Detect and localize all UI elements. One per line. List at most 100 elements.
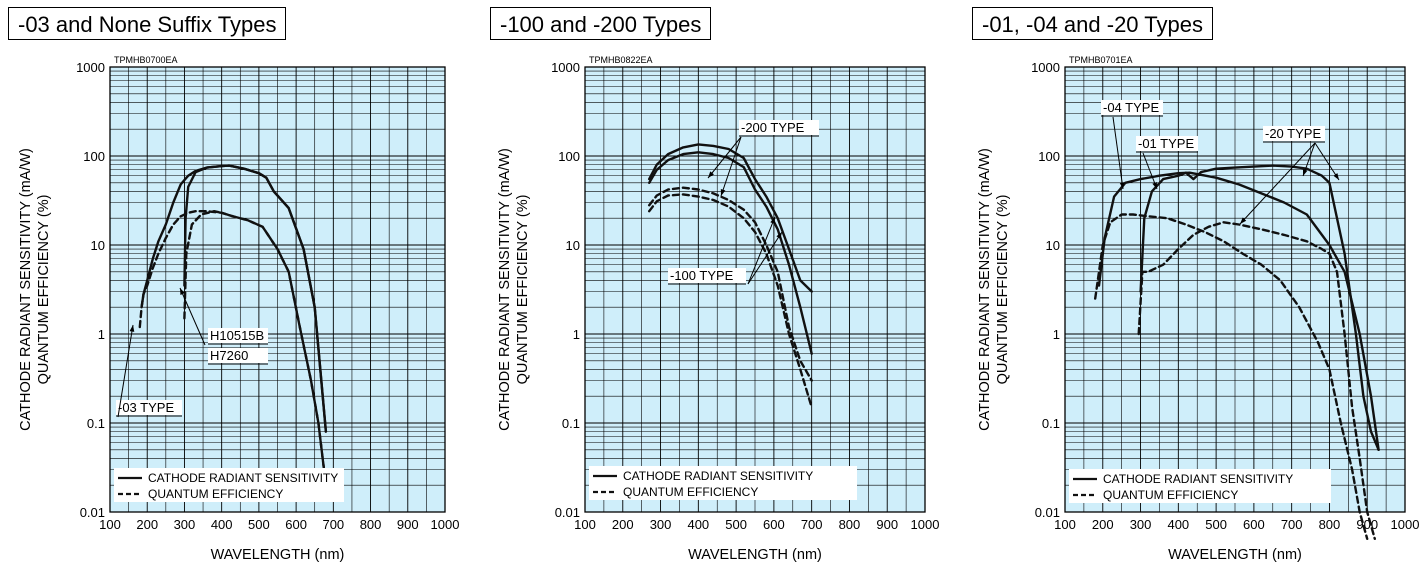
x-tick-label: 800 [1319,517,1341,532]
arrow-head [1152,182,1157,189]
x-axis-label: WAVELENGTH (nm) [1168,547,1302,562]
radiant-sensitivity-curve [183,164,328,433]
x-tick-label: 900 [876,517,898,532]
plot-border [584,66,926,513]
y-tick-label: 0.1 [87,416,105,431]
x-tick-label: 800 [360,517,382,532]
arrow-head [1302,169,1308,176]
annotation-box [208,348,268,363]
legend-box [1069,469,1331,503]
annotation-box [1263,126,1325,141]
x-tick-label: 300 [1130,517,1152,532]
y-tick-label: 1 [1053,327,1060,342]
leader-line [720,136,742,197]
y-tick-label: 1 [98,327,105,342]
curve-annotation: -01 TYPE [1138,136,1194,151]
x-tick-label: 500 [1205,517,1227,532]
plot-border [1064,66,1406,513]
curve-annotation: -200 TYPE [741,120,805,135]
arrow-head [180,288,185,295]
plot-border [109,66,446,513]
leader-line [117,324,134,418]
arrow-head [129,325,135,332]
leader-line [1239,142,1316,225]
leader-line [1314,142,1340,181]
radiant-sensitivity-curve [1139,164,1380,451]
leader-line [179,287,206,346]
legend-label: QUANTUM EFFICIENCY [623,485,758,499]
y-tick-label: 100 [558,149,580,164]
arrow-head [776,232,782,239]
y-tick-label: 0.01 [1035,505,1060,520]
quantum-efficiency-curve [183,210,328,498]
curve-annotation: -04 TYPE [1103,100,1159,115]
x-tick-label: 100 [1054,517,1076,532]
curve-annotation: -100 TYPE [670,268,734,283]
y-tick-label: 10 [1046,238,1060,253]
panel-title: -100 and -200 Types [490,7,712,40]
panel-01-04-20: -01, -04 and -20 Types TPMHB0701EA 100 200… [965,0,1426,562]
y-tick-label: 10 [566,238,580,253]
x-tick-label: 600 [1243,517,1265,532]
y-tick-label: 0.1 [562,416,580,431]
annotation-box [116,400,182,415]
figure-code: TPMHB0701EA [1069,55,1133,65]
legend-label: QUANTUM EFFICIENCY [148,487,283,501]
y-axis-label-secondary: QUANTUM EFFICIENCY (%) [36,195,52,385]
x-tick-label: 100 [99,517,121,532]
quantum-efficiency-curve [1094,213,1369,540]
grid [1065,67,1405,512]
curve-annotation: -03 TYPE [118,400,174,415]
quantum-efficiency-curve [1137,221,1376,540]
radiant-sensitivity-curve [648,143,813,293]
arrow-head [720,189,726,196]
x-tick-label: 700 [1281,517,1303,532]
arrow-head [1240,217,1247,224]
legend-label: CATHODE RADIANT SENSITIVITY [1103,472,1293,486]
leader-line [747,231,783,285]
y-tick-label: 10 [91,238,105,253]
annotation-box [208,328,268,343]
x-tick-label: 400 [211,517,233,532]
x-tick-label: 200 [1092,517,1114,532]
x-tick-label: 400 [1167,517,1189,532]
y-tick-label: 0.01 [80,505,105,520]
figure-code: TPMHB0700EA [114,55,178,65]
arrow-head [708,171,714,178]
x-tick-label: 200 [136,517,158,532]
x-tick-label: 700 [801,517,823,532]
figure-code: TPMHB0822EA [589,55,653,65]
y-axis-label: CATHODE RADIANT SENSITIVITY (mA/W) [977,148,993,431]
x-tick-label: 200 [612,517,634,532]
annotation-box [1136,136,1198,151]
y-tick-label: 1000 [76,60,105,75]
panel-title: -03 and None Suffix Types [8,7,287,40]
grid [110,67,445,512]
panel-100-200: -100 and -200 Types TPMHB0822EA 100 200 300… [485,0,955,562]
quantum-efficiency-curve [648,186,813,382]
leader-line [707,136,742,179]
x-tick-label: 1000 [431,517,460,532]
panel-03-none: -03 and None Suffix Types TPMHB0700EA 100… [0,0,475,562]
x-axis-label: WAVELENGTH (nm) [688,547,822,562]
y-tick-label: 100 [83,149,105,164]
panel-title: -01, -04 and -20 Types [972,7,1213,40]
x-tick-label: 900 [1356,517,1378,532]
legend-box [589,466,857,500]
legend-label: CATHODE RADIANT SENSITIVITY [623,469,813,483]
x-tick-label: 300 [174,517,196,532]
x-tick-label: 700 [322,517,344,532]
x-tick-label: 1000 [911,517,940,532]
y-axis-label: CATHODE RADIANT SENSITIVITY (mA/W) [497,148,513,431]
legend-label: CATHODE RADIANT SENSITIVITY [148,471,338,485]
x-tick-label: 600 [285,517,307,532]
legend-box [114,468,344,502]
curve-annotation: H10515B [210,328,264,343]
x-tick-label: 600 [763,517,785,532]
x-tick-label: 500 [248,517,270,532]
x-tick-label: 100 [574,517,596,532]
x-tick-label: 900 [397,517,419,532]
x-tick-label: 300 [650,517,672,532]
